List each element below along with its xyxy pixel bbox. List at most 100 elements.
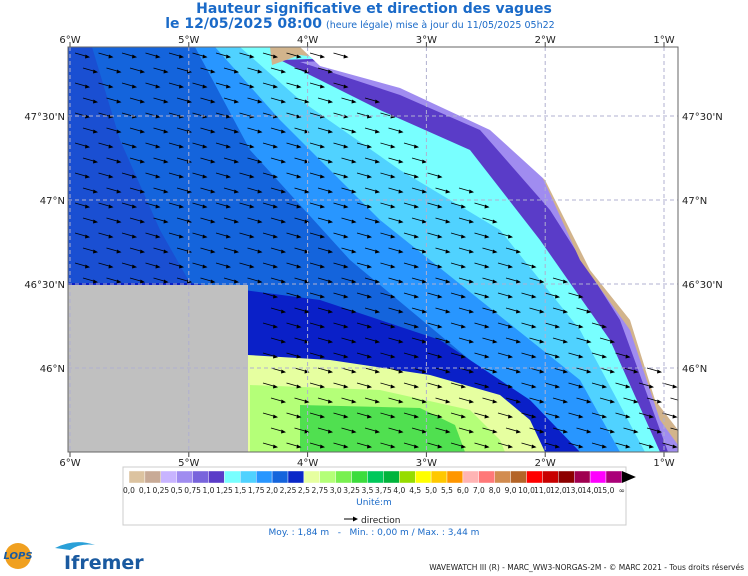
direction-arrow-head (226, 204, 231, 209)
direction-arrow-head (414, 234, 419, 239)
direction-arrow-head (445, 339, 451, 344)
arrows (74, 52, 686, 449)
direction-arrow-head (249, 84, 255, 89)
direction-arrow-head (343, 384, 349, 389)
direction-arrow-head (578, 444, 584, 449)
direction-arrow-head (210, 69, 216, 74)
direction-arrow-head (492, 279, 498, 284)
direction-arrow-head (351, 99, 357, 104)
direction-arrow-head (469, 189, 474, 194)
direction-arrow-head (304, 129, 310, 134)
direction-arrow-head (437, 264, 443, 269)
direction-arrow-head (226, 84, 231, 89)
direction-arrow-head (320, 414, 325, 419)
direction-arrow-head (375, 369, 380, 374)
direction-arrow-head (163, 219, 169, 224)
direction-arrow-head (414, 144, 419, 149)
direction-arrow-head (140, 99, 145, 104)
direction-arrow-head (398, 279, 404, 284)
direction-arrow-head (508, 294, 513, 299)
colorbar-swatch (367, 470, 384, 484)
direction-arrow-head (563, 279, 568, 284)
direction-arrow-head (163, 99, 169, 104)
direction-arrow-head (116, 69, 122, 74)
direction-arrow-head (469, 429, 474, 434)
direction-arrow-head (116, 189, 122, 194)
direction-arrow-head (343, 54, 349, 59)
direction-arrow-head (202, 54, 208, 59)
direction-arrow-head (296, 234, 302, 239)
direction-arrow-head (390, 204, 396, 209)
colorbar-swatch (287, 470, 305, 484)
direction-arrow-head (210, 159, 216, 164)
direction-arrow-head (116, 129, 122, 134)
direction-arrow-head (461, 354, 466, 359)
direction-arrow-head (108, 84, 114, 89)
direction-arrow-head (281, 339, 286, 344)
direction-arrow-head (202, 264, 208, 269)
direction-label: direction (361, 516, 400, 526)
direction-arrow-head (234, 189, 239, 194)
direction-arrow-head (343, 204, 349, 209)
direction-arrow-head (398, 129, 404, 134)
direction-arrow-head (657, 369, 662, 374)
direction-arrow-head (249, 174, 255, 179)
direction-arrow-head (422, 219, 427, 224)
direction-arrow-head (531, 354, 537, 359)
direction-arrow-head (484, 444, 490, 449)
direction-arrow-head (484, 354, 490, 359)
direction-arrow-head (422, 399, 427, 404)
direction-arrow-head (681, 430, 686, 434)
direction-arrow-head (375, 249, 380, 254)
direction-arrow-head (328, 429, 333, 434)
direction-arrow-head (296, 174, 302, 179)
direction-arrow-head (367, 144, 372, 149)
direction-arrow-head (414, 444, 419, 449)
direction-arrow-head (343, 294, 349, 299)
colorbar-swatch (303, 470, 320, 484)
direction-arrow-head (132, 174, 137, 179)
direction-arrow-head (320, 264, 325, 269)
direction-arrow-head (516, 399, 521, 404)
direction-arrow-head (461, 444, 466, 449)
direction-arrow-head (296, 84, 302, 89)
lon-tick-label: 6°W (59, 458, 80, 469)
direction-arrow-head (602, 354, 607, 359)
direction-arrow-head (210, 99, 216, 104)
direction-arrow-head (390, 294, 396, 299)
direction-arrow-head (516, 279, 521, 284)
direction-arrow-head (249, 144, 255, 149)
direction-arrow-head (414, 324, 419, 329)
colorbar-swatch (542, 470, 559, 484)
direction-arrow-head (281, 129, 286, 134)
direction-arrow-head (187, 99, 192, 104)
direction-arrow-head (469, 309, 474, 314)
direction-arrow-head (398, 219, 404, 224)
direction-arrow-head (281, 369, 286, 374)
direction-arrow-head (281, 69, 286, 74)
direction-arrow-head (108, 264, 114, 269)
colorbar-label: 4,0 (393, 486, 405, 495)
direction-arrow-head (422, 369, 427, 374)
direction-arrow-head (234, 99, 239, 104)
direction-arrow-head (132, 264, 137, 269)
direction-arrow-head (328, 279, 333, 284)
direction-arrow-head (132, 144, 137, 149)
direction-arrow-head (461, 324, 466, 329)
direction-arrow-head (163, 129, 169, 134)
direction-arrow-head (85, 264, 90, 269)
direction-arrow-head (516, 369, 521, 374)
direction-arrow-head (555, 324, 560, 329)
direction-arrow-head (672, 444, 678, 449)
direction-arrow-head (281, 99, 286, 104)
direction-arrow-head (563, 369, 568, 374)
direction-arrow-head (304, 399, 310, 404)
direction-arrow-head (437, 354, 443, 359)
direction-arrow-head (93, 129, 98, 134)
direction-arrow-head (492, 249, 498, 254)
direction-arrow-head (328, 99, 333, 104)
direction-arrow-head (351, 309, 357, 314)
direction-arrow-head (398, 339, 404, 344)
colorbar-label: ∞ (619, 486, 625, 495)
